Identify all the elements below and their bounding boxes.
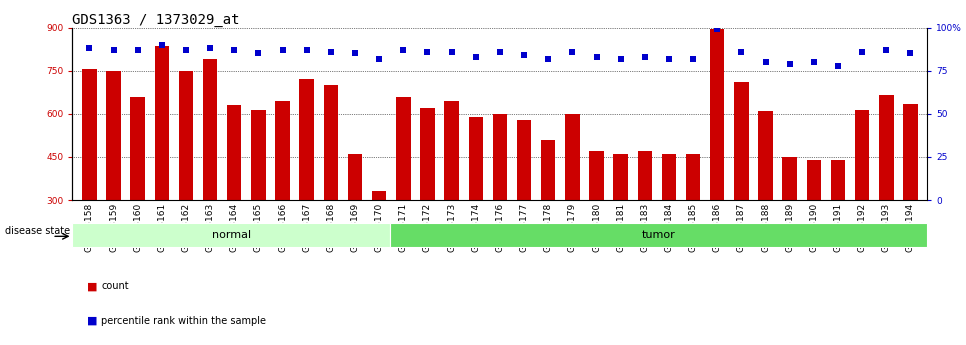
Point bbox=[855, 49, 870, 55]
Point bbox=[589, 54, 605, 60]
Bar bbox=[565, 114, 580, 200]
Bar bbox=[782, 157, 797, 200]
Point bbox=[323, 49, 339, 55]
Point bbox=[517, 52, 532, 58]
Point bbox=[106, 47, 122, 53]
Point bbox=[879, 47, 895, 53]
Text: ■: ■ bbox=[87, 316, 98, 326]
Text: GDS1363 / 1373029_at: GDS1363 / 1373029_at bbox=[72, 12, 240, 27]
Point bbox=[396, 47, 412, 53]
Bar bbox=[541, 140, 555, 200]
Bar bbox=[390, 223, 927, 247]
Bar bbox=[589, 151, 604, 200]
Point bbox=[613, 56, 629, 61]
Point bbox=[469, 54, 484, 60]
Bar bbox=[879, 95, 894, 200]
Bar bbox=[130, 97, 145, 200]
Bar bbox=[517, 120, 531, 200]
Bar bbox=[613, 154, 628, 200]
Text: percentile rank within the sample: percentile rank within the sample bbox=[101, 316, 267, 326]
Point bbox=[299, 47, 315, 53]
Bar bbox=[758, 111, 773, 200]
Bar bbox=[106, 71, 121, 200]
Text: count: count bbox=[101, 282, 129, 291]
Point bbox=[82, 46, 98, 51]
Bar bbox=[348, 154, 362, 200]
Point bbox=[155, 42, 170, 48]
Point bbox=[686, 56, 701, 61]
Bar bbox=[324, 85, 338, 200]
Point bbox=[203, 46, 218, 51]
Point bbox=[782, 61, 798, 67]
Bar bbox=[831, 160, 845, 200]
Point bbox=[348, 51, 363, 56]
Bar bbox=[203, 59, 217, 200]
Point bbox=[275, 47, 291, 53]
Point bbox=[179, 47, 194, 53]
Bar bbox=[179, 71, 193, 200]
Point bbox=[806, 59, 821, 65]
Bar bbox=[299, 79, 314, 200]
Point bbox=[251, 51, 267, 56]
Point bbox=[902, 51, 918, 56]
Point bbox=[130, 47, 146, 53]
Bar bbox=[686, 154, 700, 200]
Text: disease state: disease state bbox=[5, 226, 70, 236]
Bar bbox=[734, 82, 749, 200]
Bar bbox=[855, 109, 869, 200]
Point bbox=[661, 56, 676, 61]
Bar bbox=[903, 104, 918, 200]
Text: tumor: tumor bbox=[641, 230, 675, 239]
Bar bbox=[710, 29, 724, 200]
Text: normal: normal bbox=[212, 230, 251, 239]
Bar bbox=[396, 97, 411, 200]
Point bbox=[419, 49, 435, 55]
Point bbox=[709, 27, 724, 32]
Bar bbox=[155, 46, 169, 200]
Bar bbox=[469, 117, 483, 200]
Bar bbox=[227, 105, 242, 200]
Text: ■: ■ bbox=[87, 282, 98, 291]
Point bbox=[541, 56, 556, 61]
Point bbox=[444, 49, 460, 55]
Bar bbox=[275, 101, 290, 200]
Point bbox=[734, 49, 750, 55]
Bar bbox=[662, 154, 676, 200]
Bar bbox=[807, 160, 821, 200]
Bar bbox=[444, 101, 459, 200]
Point bbox=[492, 49, 508, 55]
Bar bbox=[420, 108, 435, 200]
Bar bbox=[493, 114, 507, 200]
Bar bbox=[251, 109, 266, 200]
Bar bbox=[638, 151, 652, 200]
Bar bbox=[82, 69, 97, 200]
Point bbox=[226, 47, 242, 53]
Point bbox=[371, 56, 386, 61]
Point bbox=[638, 54, 653, 60]
Point bbox=[564, 49, 580, 55]
Bar bbox=[72, 223, 390, 247]
Point bbox=[757, 59, 773, 65]
Point bbox=[831, 63, 846, 68]
Bar bbox=[372, 191, 386, 200]
